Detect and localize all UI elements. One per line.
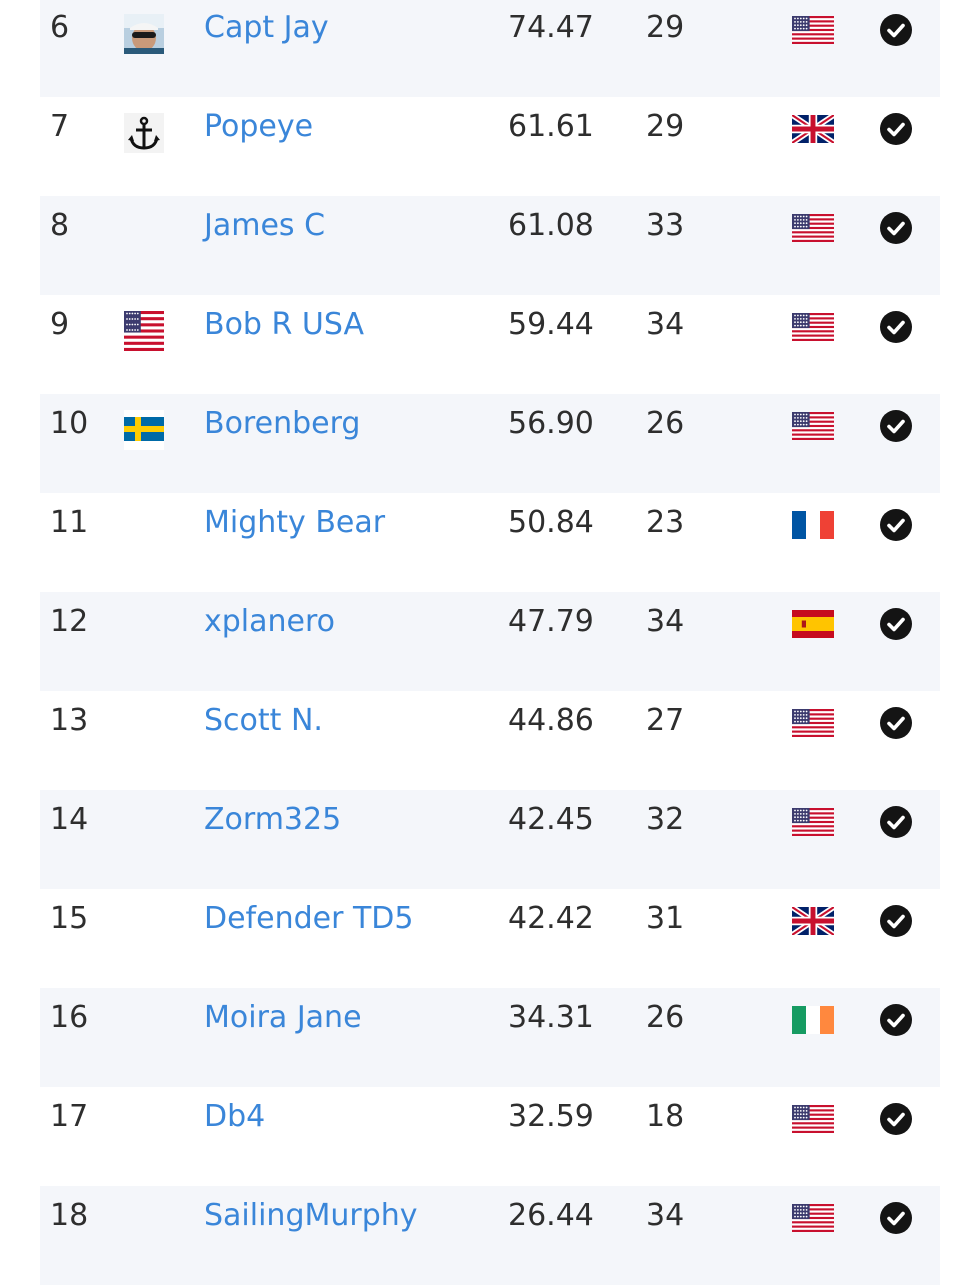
country-flag-fr-icon — [792, 511, 834, 539]
verified-check-icon — [880, 212, 912, 244]
verified-check-icon — [880, 410, 912, 442]
player-name-link[interactable]: xplanero — [204, 604, 336, 639]
verified-check-icon — [880, 1004, 912, 1036]
country-flag-us-icon — [792, 313, 834, 342]
table-row: 10 Borenberg 56.90 26 — [40, 394, 940, 493]
rank-number: 15 — [50, 901, 89, 936]
player-name-link[interactable]: Zorm325 — [204, 802, 342, 837]
table-row: 8 James C 61.08 33 — [40, 196, 940, 295]
player-name-link[interactable]: Db4 — [204, 1099, 266, 1134]
player-name-link[interactable]: Defender TD5 — [204, 901, 414, 936]
avatar — [124, 113, 164, 153]
country-flag-us-icon — [792, 412, 834, 441]
count-value: 18 — [646, 1099, 685, 1134]
table-row: 9 Bob R USA 59.44 34 — [40, 295, 940, 394]
rank-number: 6 — [50, 10, 70, 45]
score-value: 32.59 — [508, 1099, 594, 1134]
verified-check-icon — [880, 14, 912, 46]
country-flag-us-icon — [792, 709, 834, 738]
score-value: 42.45 — [508, 802, 594, 837]
avatar — [124, 410, 164, 450]
score-value: 26.44 — [508, 1198, 594, 1233]
country-flag-gb-icon — [790, 904, 836, 938]
verified-check-icon — [880, 608, 912, 640]
score-value: 56.90 — [508, 406, 594, 441]
count-value: 34 — [646, 307, 685, 342]
count-value: 33 — [646, 208, 685, 243]
count-value: 32 — [646, 802, 685, 837]
score-value: 61.61 — [508, 109, 594, 144]
rank-number: 17 — [50, 1099, 89, 1134]
score-value: 47.79 — [508, 604, 594, 639]
verified-check-icon — [880, 707, 912, 739]
player-name-link[interactable]: James C — [204, 208, 326, 243]
country-flag-us-icon — [792, 1204, 834, 1233]
country-flag-us-icon — [792, 214, 834, 243]
count-value: 23 — [646, 505, 685, 540]
country-flag-us-icon — [792, 808, 834, 837]
player-name-link[interactable]: Scott N. — [204, 703, 323, 738]
rank-number: 11 — [50, 505, 89, 540]
table-row: 16 Moira Jane 34.31 26 — [40, 988, 940, 1087]
verified-check-icon — [880, 509, 912, 541]
country-flag-us-icon — [792, 1105, 834, 1134]
rank-number: 8 — [50, 208, 70, 243]
count-value: 34 — [646, 1198, 685, 1233]
count-value: 34 — [646, 604, 685, 639]
rank-number: 7 — [50, 109, 70, 144]
rank-number: 10 — [50, 406, 89, 441]
table-row: 14 Zorm325 42.45 32 — [40, 790, 940, 889]
count-value: 26 — [646, 406, 685, 441]
verified-check-icon — [880, 1103, 912, 1135]
player-name-link[interactable]: Mighty Bear — [204, 505, 386, 540]
country-flag-us-icon — [792, 16, 834, 45]
table-row: 13 Scott N. 44.86 27 — [40, 691, 940, 790]
player-name-link[interactable]: Moira Jane — [204, 1000, 362, 1035]
score-value: 74.47 — [508, 10, 594, 45]
player-name-link[interactable]: Bob R USA — [204, 307, 364, 342]
table-row: 15 Defender TD5 42.42 31 — [40, 889, 940, 988]
verified-check-icon — [880, 905, 912, 937]
score-value: 44.86 — [508, 703, 594, 738]
table-row: 7 Popeye 61.61 29 — [40, 97, 940, 196]
verified-check-icon — [880, 113, 912, 145]
rank-number: 18 — [50, 1198, 89, 1233]
table-row: 11 Mighty Bear 50.84 23 — [40, 493, 940, 592]
count-value: 29 — [646, 10, 685, 45]
count-value: 27 — [646, 703, 685, 738]
country-flag-ie-icon — [792, 1006, 834, 1034]
count-value: 26 — [646, 1000, 685, 1035]
count-value: 31 — [646, 901, 685, 936]
table-row: 6 Capt Jay 74.47 29 — [40, 0, 940, 97]
verified-check-icon — [880, 311, 912, 343]
avatar — [124, 311, 164, 352]
score-value: 61.08 — [508, 208, 594, 243]
rank-number: 12 — [50, 604, 89, 639]
table-row: 17 Db4 32.59 18 — [40, 1087, 940, 1186]
table-row: 12 xplanero 47.79 34 — [40, 592, 940, 691]
leaderboard-table: 6 Capt Jay 74.47 29 7 Popeye 61.61 29 8 James C 61… — [40, 0, 940, 1285]
score-value: 34.31 — [508, 1000, 594, 1035]
rank-number: 14 — [50, 802, 89, 837]
player-name-link[interactable]: Popeye — [204, 109, 314, 144]
score-value: 42.42 — [508, 901, 594, 936]
verified-check-icon — [880, 806, 912, 838]
score-value: 59.44 — [508, 307, 594, 342]
player-name-link[interactable]: Borenberg — [204, 406, 361, 441]
score-value: 50.84 — [508, 505, 594, 540]
player-name-link[interactable]: SailingMurphy — [204, 1198, 418, 1233]
player-name-link[interactable]: Capt Jay — [204, 10, 329, 45]
avatar — [124, 14, 164, 54]
count-value: 29 — [646, 109, 685, 144]
country-flag-gb-icon — [790, 112, 836, 146]
table-row: 18 SailingMurphy 26.44 34 — [40, 1186, 940, 1285]
rank-number: 9 — [50, 307, 70, 342]
rank-number: 16 — [50, 1000, 89, 1035]
rank-number: 13 — [50, 703, 89, 738]
verified-check-icon — [880, 1202, 912, 1234]
country-flag-es-icon — [792, 610, 834, 638]
